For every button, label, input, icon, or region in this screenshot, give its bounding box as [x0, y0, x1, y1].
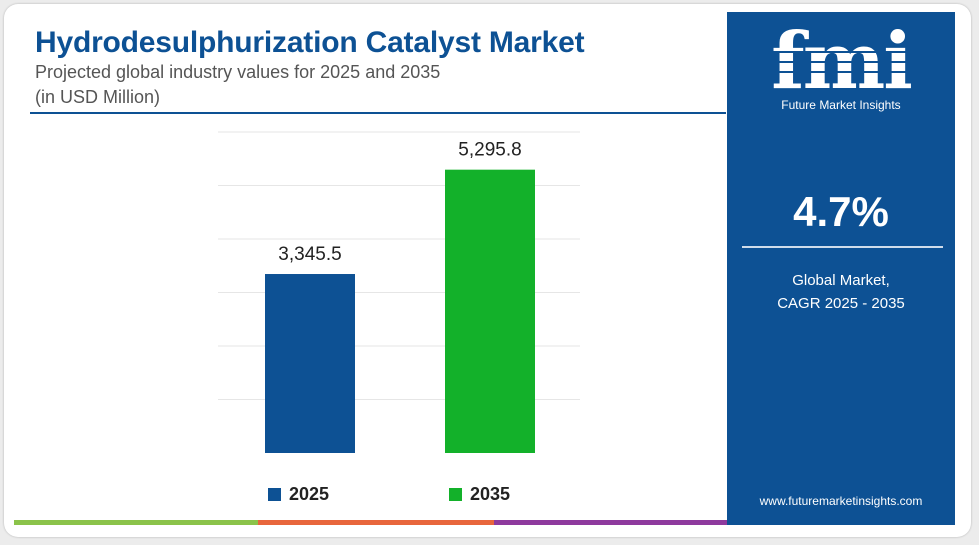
- chart-unit: (in USD Million): [35, 87, 161, 107]
- chart-subtitle: Projected global industry values for 202…: [35, 62, 441, 82]
- cagr-label-line2: CAGR 2025 - 2035: [777, 295, 905, 312]
- bar-2025: [265, 274, 355, 453]
- data-label-2025: 3,345.5: [278, 244, 341, 265]
- legend-item-2025: 2025: [268, 484, 329, 505]
- cagr-side-panel: fmi Future Market Insights 4.7% Global M…: [727, 12, 955, 525]
- legend-label-2025: 2025: [289, 484, 330, 504]
- bottom-bar-segment-orange: [258, 520, 494, 525]
- fmi-logo: fmi: [767, 22, 915, 98]
- title-divider: [30, 112, 726, 114]
- svg-text:fmi: fmi: [771, 22, 911, 98]
- legend-item-2035: 2035: [449, 484, 510, 505]
- cagr-label-line1: Global Market,: [792, 272, 890, 289]
- legend-swatch-2025: [268, 488, 281, 501]
- data-label-2035: 5,295.8: [458, 140, 521, 161]
- bar-2035: [445, 169, 535, 454]
- legend-label-2035: 2035: [470, 484, 511, 504]
- legend-swatch-2035: [449, 488, 462, 501]
- chart-title: Hydrodesulphurization Catalyst Market: [35, 26, 585, 59]
- logo-tagline: Future Market Insights: [781, 98, 901, 112]
- bottom-color-bar: [14, 520, 731, 525]
- website-link[interactable]: www.futuremarketinsights.com: [759, 494, 923, 508]
- cagr-value: 4.7%: [793, 188, 889, 235]
- bottom-bar-segment-green: [14, 520, 258, 525]
- panel-divider: [742, 246, 943, 248]
- bottom-bar-segment-purple: [494, 520, 731, 525]
- cagr-label: Global Market, CAGR 2025 - 2035: [727, 269, 955, 315]
